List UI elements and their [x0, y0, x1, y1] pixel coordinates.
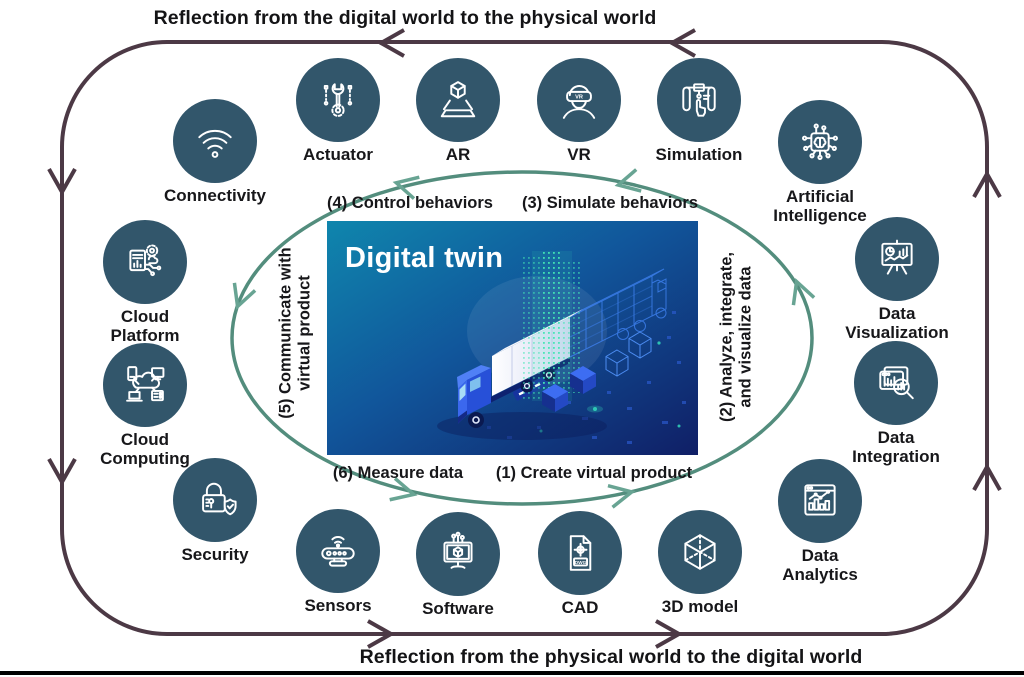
icon-label: Software	[422, 599, 494, 618]
node-cloud-platform: Cloud Platform	[70, 220, 220, 345]
connectivity-icon	[173, 99, 257, 183]
ar-icon	[416, 58, 500, 142]
icon-label: Cloud Platform	[110, 307, 180, 345]
glow-dots	[539, 341, 681, 433]
svg-text:DWG: DWG	[575, 560, 587, 566]
image-title: Digital twin	[345, 242, 503, 274]
icon-label: Sensors	[304, 596, 372, 615]
node-software: Software	[383, 512, 533, 619]
inner-arrow-bottom-right	[607, 484, 636, 509]
security-icon	[173, 458, 257, 542]
node-cad: DWG CAD	[505, 511, 655, 618]
node-vr: VR VR	[504, 58, 654, 165]
digital-twin-image: Digital twin	[327, 221, 698, 455]
node-simulation: Simulation	[624, 58, 774, 165]
wireframe-trailer	[569, 268, 667, 358]
icon-label: Cloud Computing	[100, 430, 190, 468]
data-visualization-icon	[855, 217, 939, 301]
cloud-platform-icon	[103, 220, 187, 304]
outer-loop	[47, 28, 1002, 649]
node-data-analytics: Data Analytics	[745, 459, 895, 584]
cloud-computing-icon	[103, 343, 187, 427]
truck-cab	[457, 365, 491, 424]
outer-arrow-right-upper	[972, 169, 1002, 198]
step5-label: (5) Communicate with virtual product	[276, 247, 314, 419]
glow-spot	[587, 405, 603, 413]
bottom-banner: Reflection from the physical world to th…	[359, 646, 863, 668]
inner-arrow-left	[232, 282, 257, 310]
node-three-d-model: 3D model	[625, 510, 775, 617]
node-cloud-computing: Cloud Computing	[70, 343, 220, 468]
outer-arrow-bottom-left	[367, 619, 396, 649]
svg-text:VR: VR	[575, 95, 583, 101]
data-integration-icon	[854, 341, 938, 425]
sensors-icon	[296, 509, 380, 593]
icon-label: Data Visualization	[845, 304, 949, 342]
inner-arrow-bottom-left	[389, 477, 418, 502]
particle-band	[520, 251, 580, 401]
outer-loop-path	[60, 40, 989, 636]
inner-loop-path	[230, 170, 814, 506]
art-background	[327, 221, 698, 455]
software-icon	[416, 512, 500, 596]
cad-icon: DWG	[538, 511, 622, 595]
icon-label: Security	[181, 545, 249, 564]
step3-label: (3) Simulate behaviors	[521, 194, 699, 212]
node-ar: AR	[383, 58, 533, 165]
node-data-integration: Data Integration	[821, 341, 971, 466]
icon-label: Connectivity	[163, 186, 267, 205]
inner-arrow-right	[791, 278, 816, 306]
outer-arrow-right-lower	[972, 462, 1002, 491]
step6-label: (6) Measure data	[332, 464, 464, 482]
node-artificial-intelligence: Artificial Intelligence	[745, 100, 895, 225]
icon-label: VR	[567, 145, 591, 164]
node-data-visualization: Data Visualization	[822, 217, 972, 342]
simulation-icon	[657, 58, 741, 142]
step1-label: (1) Create virtual product	[495, 464, 693, 482]
wireframe-cubes	[605, 331, 652, 377]
node-security: Security	[140, 458, 290, 565]
icon-label: Artificial Intelligence	[773, 187, 867, 225]
node-connectivity: Connectivity	[140, 99, 290, 206]
step2-label: (2) Analyze, integrate, and visualize da…	[717, 252, 755, 422]
inner-loop	[230, 168, 816, 509]
node-sensors: Sensors	[263, 509, 413, 616]
inner-arrow-top-right	[614, 168, 642, 193]
actuator-icon	[296, 58, 380, 142]
inner-arrow-top-left	[392, 175, 420, 200]
outer-arrow-top-right	[667, 28, 696, 58]
icon-label: 3D model	[661, 597, 739, 616]
icon-label: Data Analytics	[782, 546, 858, 584]
node-actuator: Actuator	[263, 58, 413, 165]
icon-label: Actuator	[303, 145, 373, 164]
icon-label: CAD	[561, 598, 599, 617]
outer-arrow-left-upper	[47, 168, 77, 197]
icon-label: AR	[445, 145, 471, 164]
artificial-intelligence-icon	[778, 100, 862, 184]
outer-arrow-bottom-right	[655, 619, 684, 649]
step4-label: (4) Control behaviors	[327, 194, 493, 212]
top-banner: Reflection from the digital world to the…	[153, 7, 657, 29]
outer-arrow-top-left	[376, 28, 405, 58]
vr-icon: VR	[537, 58, 621, 142]
icon-label: Simulation	[655, 145, 743, 164]
outer-arrow-left-lower	[47, 458, 77, 487]
solid-cubes	[542, 366, 596, 412]
icon-label: Data Integration	[852, 428, 940, 466]
three-d-model-icon	[658, 510, 742, 594]
bottom-border	[0, 671, 1024, 675]
data-analytics-icon	[778, 459, 862, 543]
